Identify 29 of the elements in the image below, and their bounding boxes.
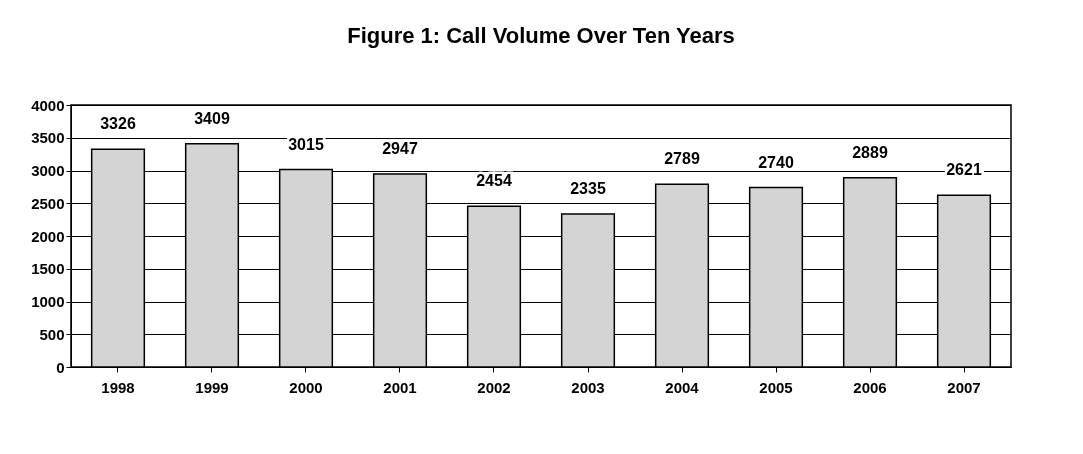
x-tick-label: 2003: [571, 378, 605, 396]
y-tick-label: 1000: [31, 293, 65, 310]
data-label: 3326: [100, 115, 136, 133]
x-tick-label: 1998: [101, 378, 135, 396]
chart-title: Figure 1: Call Volume Over Ten Years: [347, 23, 735, 48]
x-tick-label: 2001: [383, 378, 417, 396]
y-tick-label: 2500: [31, 194, 65, 212]
y-tick-label: 3000: [31, 162, 65, 179]
y-tick-label: 2000: [31, 227, 65, 245]
x-tick-label: 2006: [853, 378, 887, 396]
x-tick-label: 2002: [477, 378, 511, 396]
data-label: 3015: [288, 135, 324, 153]
data-label: 2454: [476, 172, 512, 190]
y-tick-label: 500: [39, 325, 65, 343]
data-label: 2947: [382, 139, 418, 157]
y-tick-label: 1500: [31, 260, 65, 278]
y-tick-label: 0: [56, 358, 65, 376]
y-tick-label: 3500: [31, 129, 65, 147]
data-label: 2335: [570, 180, 606, 198]
data-label: 2740: [758, 153, 794, 171]
y-tick-label: 4000: [31, 96, 65, 114]
x-tick-label: 2004: [665, 378, 700, 396]
x-tick-label: 1999: [195, 378, 229, 396]
x-tick-label: 2000: [289, 378, 323, 396]
x-tick-label: 2005: [759, 378, 793, 396]
data-label: 2789: [664, 150, 700, 168]
data-label: 2889: [852, 143, 888, 161]
data-label: 3409: [194, 109, 230, 127]
x-tick-label: 2007: [947, 378, 981, 396]
